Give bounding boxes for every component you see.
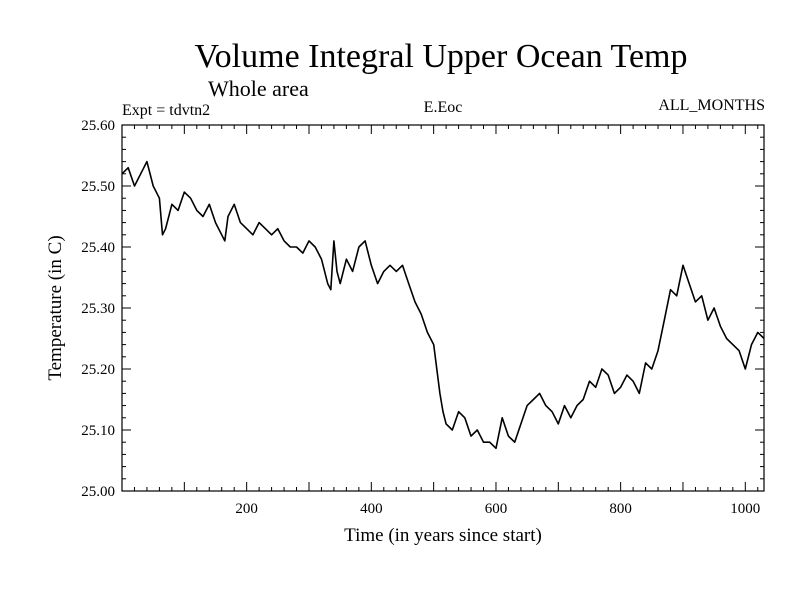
x-tick-label: 600 — [485, 501, 508, 517]
experiment-label: Expt = tdvtn2 — [122, 102, 210, 119]
y-tick-label: 25.50 — [81, 179, 115, 195]
x-tick-labels: 200 400 600 800 1000 — [235, 501, 760, 517]
y-tick-label: 25.00 — [81, 484, 115, 500]
y-tick-label: 25.20 — [81, 362, 115, 378]
chart-subtitle: Whole area — [208, 76, 309, 101]
y-tick-label: 25.10 — [81, 423, 115, 439]
x-tick-label: 1000 — [730, 501, 760, 517]
months-label: ALL_MONTHS — [658, 97, 765, 114]
y-tick-label: 25.40 — [81, 240, 115, 256]
y-axis-label: Temperature (in C) — [45, 235, 66, 380]
tick-marks — [122, 125, 764, 491]
series-line-temperature — [121, 160, 765, 450]
y-tick-label: 25.60 — [81, 118, 115, 134]
x-tick-label: 800 — [609, 501, 632, 517]
region-label: E.Eoc — [424, 99, 463, 116]
chart-title: Volume Integral Upper Ocean Temp — [195, 38, 688, 75]
y-tick-labels: 25.00 25.10 25.20 25.30 25.40 25.50 25.60 — [81, 118, 115, 500]
y-tick-label: 25.30 — [81, 301, 115, 317]
x-tick-label: 400 — [360, 501, 383, 517]
x-axis-label: Time (in years since start) — [344, 525, 542, 546]
x-tick-label: 200 — [235, 501, 258, 517]
